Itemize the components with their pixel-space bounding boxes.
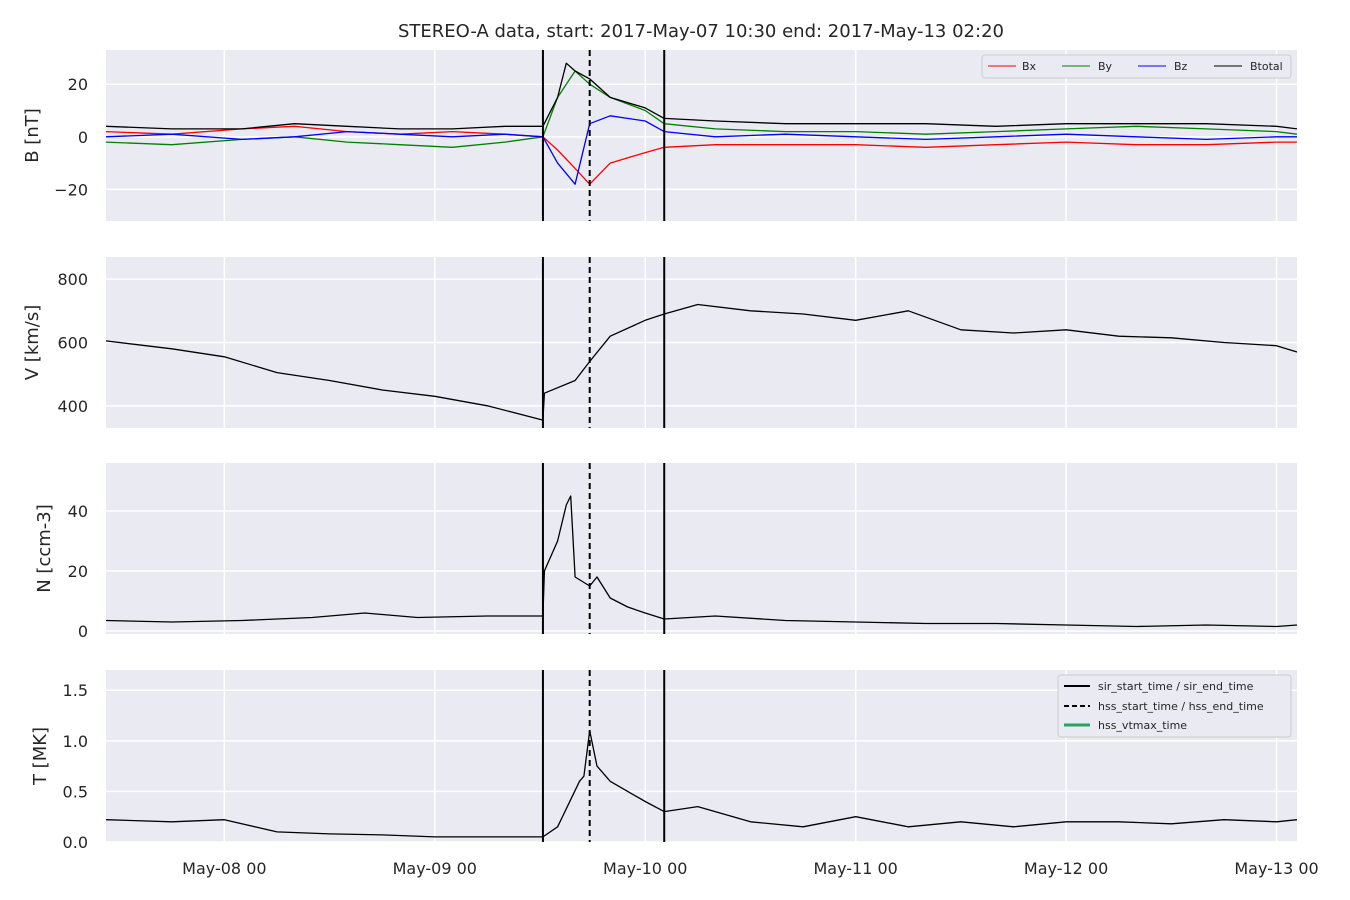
legend-box xyxy=(981,54,1292,79)
y-tick-label: 20 xyxy=(68,562,88,581)
panel-N-series xyxy=(105,495,1298,628)
legend-by-label: By xyxy=(1098,60,1113,73)
series-btotal-line xyxy=(105,62,1298,130)
legend-bz-label: Bz xyxy=(1174,60,1188,73)
panel-V-event-lines xyxy=(541,257,666,428)
y-tick-label: 1.5 xyxy=(63,681,88,700)
legend-bx-label: Bx xyxy=(1022,60,1037,73)
panel-B-grid xyxy=(106,50,1297,221)
y-tick-label: 400 xyxy=(57,397,88,416)
panel-T-event-lines xyxy=(541,670,666,842)
panel-B: −20 0 20 B [nT] Bx By Bz Btotal xyxy=(22,50,1298,221)
series-line xyxy=(105,303,1298,421)
panel-N-event-lines xyxy=(541,463,666,634)
x-tick-label: May-13 00 xyxy=(1234,859,1318,878)
y-tick-label: 20 xyxy=(68,75,88,94)
y-tick-label: 800 xyxy=(57,270,88,289)
y-tick-label: 0.0 xyxy=(63,833,88,852)
x-tick-labels: May-08 00 May-09 00 May-10 00 May-11 00 May-… xyxy=(182,859,1319,878)
legend-btotal-label: Btotal xyxy=(1250,60,1283,73)
panel-T-ylabel: T [MK] xyxy=(30,727,51,786)
x-tick-label: May-11 00 xyxy=(813,859,897,878)
panel-V: 400 600 800 V [km/s] xyxy=(22,257,1298,428)
panel-N-background xyxy=(106,463,1297,634)
panel-V-series xyxy=(105,303,1298,421)
panel-B-legend: Bx By Bz Btotal xyxy=(981,54,1292,79)
x-tick-label: May-09 00 xyxy=(393,859,477,878)
panel-T-legend: sir_start_time / sir_end_time hss_start_… xyxy=(1057,674,1292,738)
figure-title: STEREO-A data, start: 2017-May-07 10:30 … xyxy=(398,21,1004,42)
x-tick-label: May-10 00 xyxy=(603,859,687,878)
panel-V-yticks: 400 600 800 xyxy=(57,270,88,416)
y-tick-label: 1.0 xyxy=(63,732,88,751)
panel-V-grid xyxy=(106,257,1297,428)
x-tick-label: May-08 00 xyxy=(182,859,266,878)
panel-N-grid xyxy=(106,463,1297,634)
panel-N-ylabel: N [ccm-3] xyxy=(34,504,55,593)
x-tick-label: May-12 00 xyxy=(1024,859,1108,878)
legend-vtmax-label: hss_vtmax_time xyxy=(1098,719,1187,732)
y-tick-label: 600 xyxy=(57,334,88,353)
legend-hss-label: hss_start_time / hss_end_time xyxy=(1098,700,1264,713)
series-line xyxy=(105,730,1298,838)
panel-T-yticks: 0.0 0.5 1.0 1.5 xyxy=(63,681,88,852)
y-tick-label: 0.5 xyxy=(63,782,88,801)
y-tick-label: 0 xyxy=(78,622,88,641)
panel-B-event-lines xyxy=(541,50,666,221)
panel-B-ylabel: B [nT] xyxy=(22,108,43,163)
panel-N: 0 20 40 N [ccm-3] xyxy=(34,463,1298,641)
panel-T: 0.0 0.5 1.0 1.5 T [MK] sir_start_time / sir… xyxy=(30,670,1298,852)
panel-N-yticks: 0 20 40 xyxy=(68,502,88,641)
panel-V-ylabel: V [km/s] xyxy=(22,305,43,380)
series-bz-line xyxy=(105,115,1297,185)
event-legend-box xyxy=(1057,674,1292,738)
legend-sir-label: sir_start_time / sir_end_time xyxy=(1098,680,1254,693)
y-tick-label: −20 xyxy=(54,180,88,199)
y-tick-label: 0 xyxy=(78,128,88,147)
panel-B-series xyxy=(105,62,1298,185)
panel-T-series xyxy=(105,730,1298,838)
y-tick-label: 40 xyxy=(68,502,88,521)
series-line xyxy=(105,495,1298,628)
panel-B-yticks: −20 0 20 xyxy=(54,75,88,199)
